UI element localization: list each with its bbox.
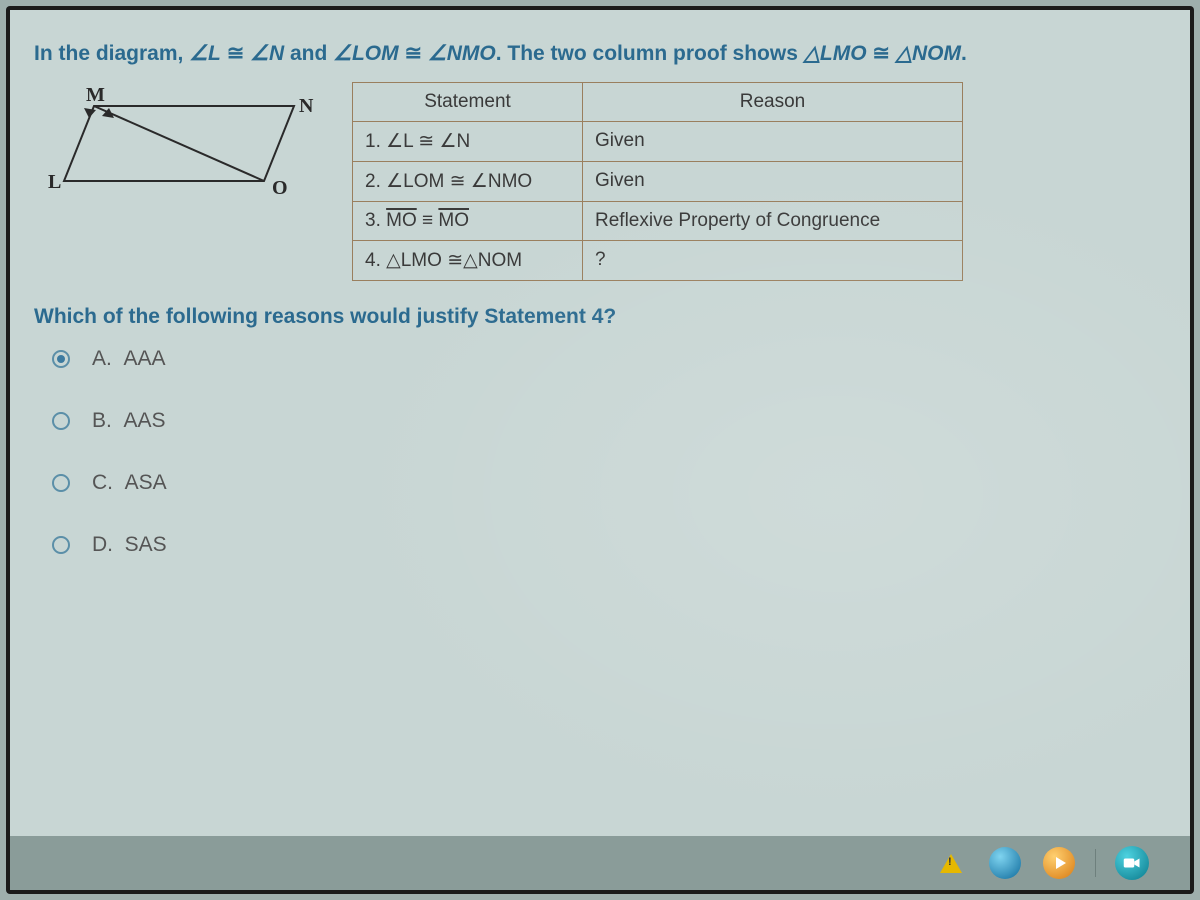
choice-label: B. AAS (92, 409, 166, 433)
prompt-segment: and (284, 42, 333, 65)
choice-value: AAA (124, 347, 166, 370)
table-row: 1. ∠L ≅ ∠N Given (353, 121, 963, 161)
radio-button[interactable] (52, 536, 70, 554)
segment-MO: MO (386, 210, 417, 231)
tray-separator (1095, 849, 1096, 877)
segment-MO: MO (438, 210, 469, 231)
reason-cell: ? (583, 240, 963, 280)
choice-value: ASA (125, 471, 167, 494)
reason-cell: Given (583, 121, 963, 161)
choice-c[interactable]: C. ASA (52, 471, 1180, 495)
cortana-icon[interactable] (987, 845, 1023, 881)
vertex-label-N: N (299, 95, 314, 117)
answer-choices: A. AAA B. AAS C. ASA (34, 347, 1180, 557)
statement-cell: 2. ∠LOM ≅ ∠NMO (353, 161, 583, 201)
camera-icon[interactable] (1114, 845, 1150, 881)
monitor-frame: In the diagram, ∠L ≅ ∠N and ∠LOM ≅ ∠NMO.… (6, 6, 1194, 894)
two-column-proof-table: Statement Reason 1. ∠L ≅ ∠N Given 2. ∠LO… (352, 82, 963, 281)
prompt-segment: In the diagram, (34, 42, 189, 65)
statement-cell: 4. △LMO ≅△NOM (353, 240, 583, 280)
radio-button[interactable] (52, 350, 70, 368)
angle-LOM: ∠LOM (333, 42, 398, 65)
congruent-symbol: ≅ (221, 42, 250, 65)
reason-cell: Given (583, 161, 963, 201)
alert-triangle-icon[interactable] (933, 845, 969, 881)
choice-letter: C. (92, 471, 113, 494)
choice-label: C. ASA (92, 471, 167, 495)
question-text: Which of the following reasons would jus… (34, 305, 1180, 329)
header-reason: Reason (583, 82, 963, 121)
geometry-diagram: M N L O (34, 82, 324, 211)
table-row: 4. △LMO ≅△NOM ? (353, 240, 963, 280)
radio-button[interactable] (52, 412, 70, 430)
choice-value: AAS (124, 409, 166, 432)
question-content: In the diagram, ∠L ≅ ∠N and ∠LOM ≅ ∠NMO.… (10, 38, 1190, 557)
choice-label: A. AAA (92, 347, 166, 371)
angle-N: ∠N (250, 42, 284, 65)
vertex-label-O: O (272, 177, 288, 199)
row3-prefix: 3. (365, 210, 386, 231)
media-play-icon[interactable] (1041, 845, 1077, 881)
congruent-symbol: ≅ (399, 42, 428, 65)
statement-cell: 3. MO ≡ MO (353, 201, 583, 240)
choice-a[interactable]: A. AAA (52, 347, 1180, 371)
diagram-and-table-row: M N L O Statement Reason 1. ∠L ≅ ∠N (34, 82, 1180, 281)
reason-cell: Reflexive Property of Congruence (583, 201, 963, 240)
windows-taskbar[interactable] (10, 836, 1190, 890)
statement-cell: 1. ∠L ≅ ∠N (353, 121, 583, 161)
angle-NMO: ∠NMO (428, 42, 496, 65)
triangle-NOM: △NOM (896, 42, 961, 65)
congruent-symbol: ≅ (867, 42, 896, 65)
prompt-text: In the diagram, ∠L ≅ ∠N and ∠LOM ≅ ∠NMO.… (34, 38, 1180, 70)
table-row: 3. MO ≡ MO Reflexive Property of Congrue… (353, 201, 963, 240)
header-statement: Statement (353, 82, 583, 121)
vertex-label-L: L (48, 171, 61, 193)
choice-letter: A. (92, 347, 112, 370)
table-header-row: Statement Reason (353, 82, 963, 121)
choice-letter: B. (92, 409, 112, 432)
table-row: 2. ∠LOM ≅ ∠NMO Given (353, 161, 963, 201)
prompt-segment: . The two column proof shows (496, 42, 804, 65)
choice-d[interactable]: D. SAS (52, 533, 1180, 557)
vertex-label-M: M (86, 86, 105, 106)
row3-mid: ≡ (417, 210, 439, 231)
triangle-LMO: △LMO (804, 42, 867, 65)
radio-button[interactable] (52, 474, 70, 492)
choice-value: SAS (125, 533, 167, 556)
prompt-segment: . (961, 42, 967, 65)
screen: In the diagram, ∠L ≅ ∠N and ∠LOM ≅ ∠NMO.… (10, 10, 1190, 890)
choice-letter: D. (92, 533, 113, 556)
choice-b[interactable]: B. AAS (52, 409, 1180, 433)
choice-label: D. SAS (92, 533, 167, 557)
angle-L: ∠L (189, 42, 221, 65)
